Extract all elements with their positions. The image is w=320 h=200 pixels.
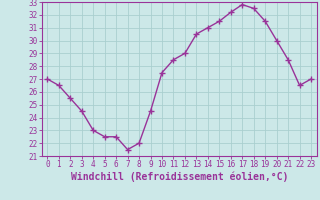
X-axis label: Windchill (Refroidissement éolien,°C): Windchill (Refroidissement éolien,°C) [70,172,288,182]
